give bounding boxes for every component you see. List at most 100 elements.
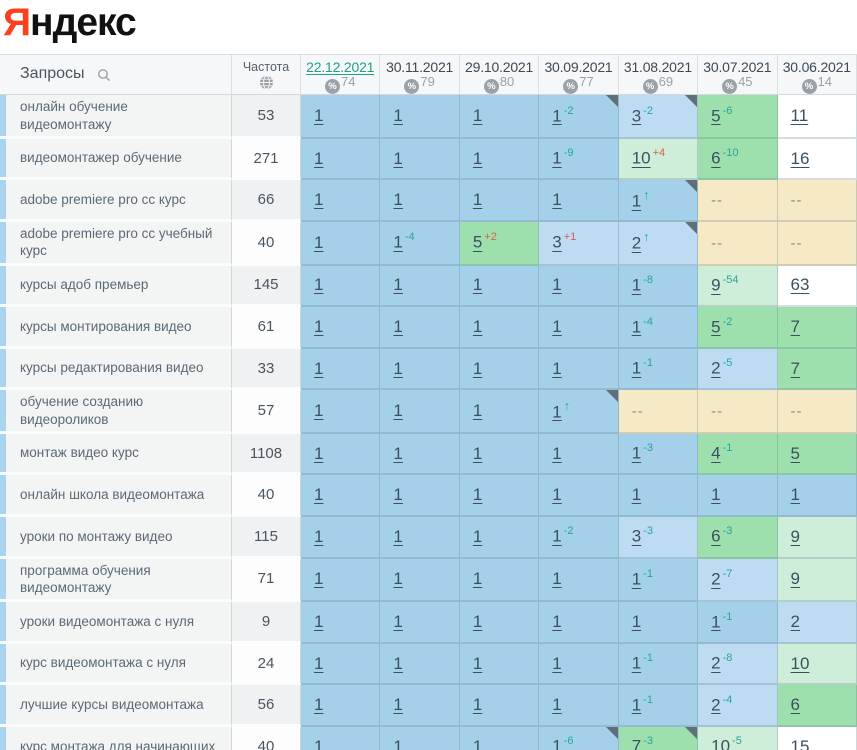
date-link[interactable]: 30.07.2021 [703, 59, 772, 75]
position-cell[interactable]: 1 [459, 180, 540, 222]
position-cell[interactable]: 15 [777, 726, 857, 750]
position-link[interactable]: 1 [314, 148, 324, 168]
position-cell[interactable]: 5 +2 [459, 221, 540, 266]
position-cell[interactable]: 4 -1 [698, 433, 778, 476]
position-link[interactable]: 1 [393, 569, 403, 589]
position-link[interactable]: 1 [393, 401, 403, 421]
position-link[interactable]: 1 [393, 316, 403, 336]
position-cell[interactable]: 10 -5 [698, 726, 778, 750]
position-link[interactable]: 1 [552, 695, 562, 715]
position-link[interactable]: 1 [393, 653, 403, 673]
position-cell[interactable]: 1 [301, 138, 381, 181]
queries-column-header[interactable]: Запросы [6, 54, 232, 96]
position-cell[interactable]: 1 [380, 95, 460, 139]
position-cell[interactable]: 1 ↑ [618, 180, 699, 222]
position-link[interactable]: 2 [631, 234, 642, 254]
position-cell[interactable]: 1 [459, 517, 540, 559]
position-cell[interactable]: 1 [539, 265, 619, 308]
position-link[interactable]: 1 [711, 485, 721, 505]
position-cell[interactable]: 1 [459, 558, 540, 603]
date-link[interactable]: 31.08.2021 [623, 59, 692, 75]
position-cell[interactable]: 1 -4 [618, 307, 699, 349]
query-cell[interactable]: курс монтажа для начинающих [6, 726, 232, 750]
query-cell[interactable]: курс видеомонтажа с нуля [6, 643, 232, 686]
position-link[interactable]: 1 [472, 611, 483, 631]
position-link[interactable]: 1 [314, 611, 324, 631]
position-cell[interactable]: 1 [380, 433, 460, 476]
position-link[interactable]: 1 [314, 653, 324, 673]
position-link[interactable]: 1 [472, 695, 483, 715]
position-cell[interactable]: 1 ↑ [539, 390, 619, 434]
position-link[interactable]: 1 [314, 443, 324, 463]
position-cell[interactable]: 1 [380, 390, 460, 434]
position-cell[interactable]: 1 -1 [618, 348, 699, 391]
position-cell[interactable]: 2 -5 [698, 348, 778, 391]
position-cell[interactable]: 1 [539, 307, 619, 349]
position-link[interactable]: 7 [631, 737, 642, 750]
position-cell[interactable]: 1 [380, 307, 460, 349]
position-link[interactable]: 1 [631, 191, 642, 211]
position-cell[interactable]: 2 ↑ [618, 221, 699, 266]
query-cell[interactable]: уроки видеомонтажа с нуля [6, 602, 232, 644]
position-cell[interactable]: 3 +1 [539, 221, 619, 266]
position-link[interactable]: 1 [552, 190, 562, 210]
position-link[interactable]: 1 [552, 402, 562, 422]
position-link[interactable]: 1 [314, 736, 324, 750]
position-cell[interactable]: -- [777, 180, 857, 222]
position-cell[interactable]: 1 [380, 348, 460, 391]
position-cell[interactable]: 10 +4 [618, 138, 699, 181]
position-cell[interactable]: 1 [301, 307, 381, 349]
position-link[interactable]: 1 [631, 611, 642, 631]
position-link[interactable]: 1 [472, 736, 483, 750]
position-cell[interactable]: 2 -4 [698, 685, 778, 727]
date-link[interactable]: 30.11.2021 [386, 59, 454, 75]
position-link[interactable]: 1 [314, 358, 324, 378]
position-link[interactable]: 1 [393, 526, 403, 546]
date-link[interactable]: 22.12.2021 [306, 59, 375, 75]
date-link[interactable]: 29.10.2021 [465, 59, 534, 75]
query-cell[interactable]: курсы адоб премьер [6, 265, 232, 308]
position-cell[interactable]: 1 [539, 602, 619, 644]
position-link[interactable]: 1 [314, 106, 324, 126]
position-link[interactable]: 5 [711, 106, 721, 126]
position-cell[interactable]: 1 [459, 348, 540, 391]
position-link[interactable]: 2 [711, 358, 721, 378]
position-cell[interactable]: 1 [380, 558, 460, 603]
position-cell[interactable]: 1 [301, 348, 381, 391]
position-cell[interactable]: 10 [777, 643, 857, 686]
position-link[interactable]: 1 [711, 612, 721, 632]
position-link[interactable]: 5 [711, 317, 721, 337]
position-cell[interactable]: 1 [459, 685, 540, 727]
position-cell[interactable]: -- [777, 390, 857, 434]
position-cell[interactable]: 63 [777, 265, 857, 308]
position-cell[interactable]: 1 [459, 433, 540, 476]
position-link[interactable]: 1 [552, 569, 562, 589]
position-cell[interactable]: 1 [301, 180, 381, 222]
position-link[interactable]: 1 [552, 316, 562, 336]
position-cell[interactable]: -- [698, 390, 778, 434]
position-link[interactable]: 1 [314, 569, 324, 589]
position-link[interactable]: 1 [314, 526, 324, 546]
position-link[interactable]: 1 [393, 358, 403, 378]
position-cell[interactable]: 1 [618, 602, 699, 644]
position-link[interactable]: 1 [393, 443, 403, 463]
position-cell[interactable]: 1 -8 [618, 265, 699, 308]
position-cell[interactable]: 1 [539, 558, 619, 603]
position-cell[interactable]: 1 [301, 265, 381, 308]
position-cell[interactable]: 3 -3 [618, 517, 699, 559]
position-cell[interactable]: 1 [539, 643, 619, 686]
position-link[interactable]: 1 [314, 485, 324, 505]
position-link[interactable]: 2 [711, 569, 721, 589]
position-link[interactable]: 15 [790, 736, 810, 750]
position-link[interactable]: 1 [393, 190, 403, 210]
position-cell[interactable]: 1 [301, 221, 381, 266]
position-cell[interactable]: 1 [301, 517, 381, 559]
position-link[interactable]: 1 [552, 106, 562, 126]
position-link[interactable]: 1 [314, 232, 324, 252]
search-icon[interactable] [97, 68, 111, 82]
position-link[interactable]: 1 [552, 275, 562, 295]
position-cell[interactable]: 1 [301, 685, 381, 727]
position-cell[interactable]: 9 [777, 558, 857, 603]
position-cell[interactable]: 1 [777, 475, 857, 518]
position-link[interactable]: 6 [790, 695, 800, 715]
